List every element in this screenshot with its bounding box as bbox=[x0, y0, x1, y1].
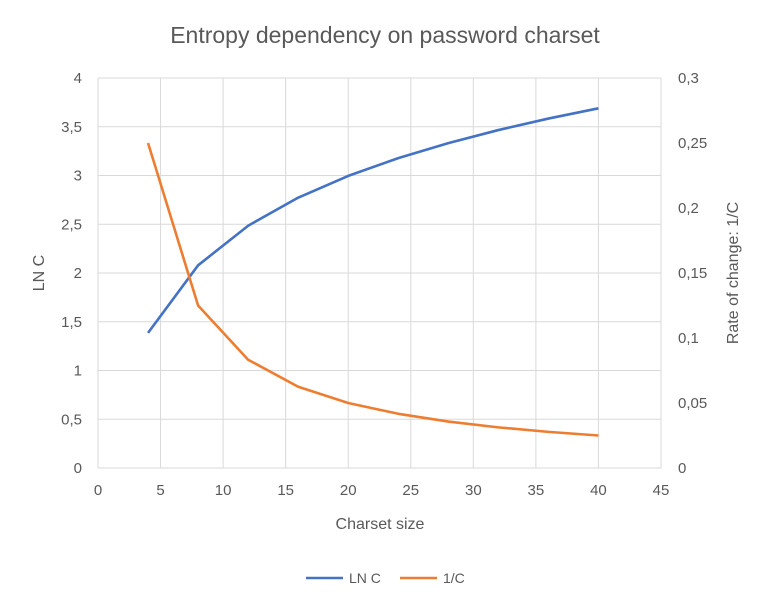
y2-axis-label: Rate of change: 1/C bbox=[725, 202, 742, 344]
y-tick-label: 0 bbox=[74, 460, 82, 477]
x-tick-label: 40 bbox=[590, 482, 607, 499]
y2-tick-label: 0,2 bbox=[678, 200, 699, 217]
y-tick-label: 2 bbox=[74, 265, 82, 282]
y2-tick-label: 0,1 bbox=[678, 330, 699, 347]
legend-label: LN C bbox=[349, 570, 381, 586]
y2-tick-label: 0 bbox=[678, 460, 686, 477]
y-tick-label: 3,5 bbox=[61, 119, 82, 136]
x-tick-label: 35 bbox=[528, 482, 545, 499]
y-tick-label: 2,5 bbox=[61, 216, 82, 233]
x-tick-label: 20 bbox=[340, 482, 357, 499]
y-axis-label: LN C bbox=[31, 255, 48, 291]
x-tick-label: 0 bbox=[94, 482, 102, 499]
y2-tick-label: 0,15 bbox=[678, 265, 707, 282]
y-tick-label: 0,5 bbox=[61, 411, 82, 428]
chart-title: Entropy dependency on password charset bbox=[170, 22, 600, 48]
y2-tick-label: 0,3 bbox=[678, 70, 699, 87]
x-tick-label: 15 bbox=[277, 482, 294, 499]
y2-tick-label: 0,25 bbox=[678, 135, 707, 152]
legend-label: 1/C bbox=[443, 570, 465, 586]
y-tick-label: 1,5 bbox=[61, 314, 82, 331]
x-tick-label: 30 bbox=[465, 482, 482, 499]
x-tick-label: 5 bbox=[156, 482, 164, 499]
x-axis-label: Charset size bbox=[336, 516, 425, 533]
y-tick-label: 3 bbox=[74, 168, 82, 185]
series-line-inverse-c bbox=[148, 143, 598, 436]
series-line-ln-c bbox=[148, 108, 598, 333]
y2-tick-label: 0,05 bbox=[678, 395, 707, 412]
x-tick-label: 45 bbox=[653, 482, 670, 499]
y-tick-label: 4 bbox=[74, 70, 82, 87]
x-tick-label: 25 bbox=[402, 482, 419, 499]
legend: LN C 1/C bbox=[306, 570, 465, 586]
y-tick-label: 1 bbox=[74, 363, 82, 380]
x-tick-label: 10 bbox=[215, 482, 232, 499]
